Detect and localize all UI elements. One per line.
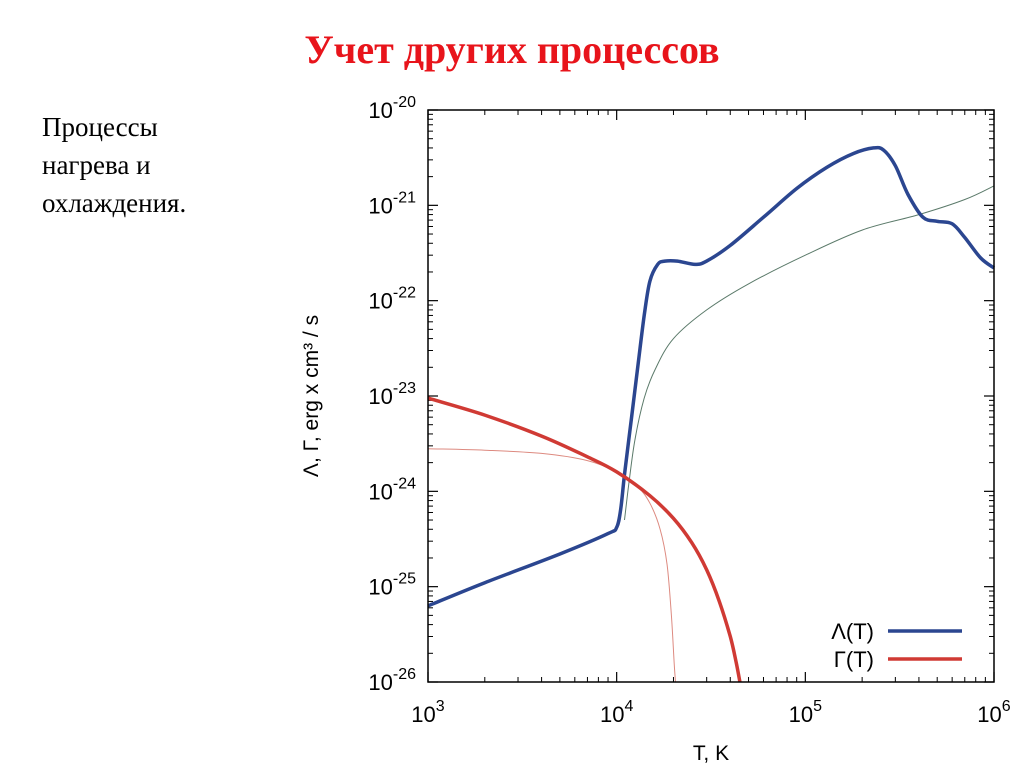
series-line <box>427 448 676 683</box>
x-axis-label: T, K <box>693 742 729 765</box>
plot-frame <box>427 109 995 683</box>
side-text-line: Процессы <box>42 112 158 142</box>
legend-label: Λ(T) <box>831 619 874 644</box>
y-tick-label: 10-22 <box>368 285 416 314</box>
x-tick-label: 105 <box>789 698 822 727</box>
legend-label: Γ(T) <box>834 647 874 672</box>
y-axis-label: Λ, Γ, erg x cm³ / s <box>300 315 323 477</box>
series-line <box>624 185 995 521</box>
y-tick-label: 10-20 <box>368 94 416 123</box>
x-tick-label: 104 <box>600 698 633 727</box>
series-line <box>427 145 996 608</box>
y-tick-label: 10-26 <box>368 666 416 695</box>
x-tick-label: 106 <box>977 698 1010 727</box>
y-tick-label: 10-23 <box>368 380 416 409</box>
x-tick-label: 103 <box>411 698 444 727</box>
slide-title: Учет других процессов <box>304 27 720 72</box>
y-tick-label: 10-24 <box>368 475 416 504</box>
side-text: Процессы нагрева и охлаждения. <box>42 108 302 222</box>
legend: Λ(T) Γ(T) <box>831 619 962 672</box>
series-line <box>427 396 742 683</box>
series-layer <box>427 145 996 683</box>
side-text-line: нагрева и <box>42 150 151 180</box>
side-text-line: охлаждения. <box>42 188 187 218</box>
y-tick-label: 10-25 <box>368 571 416 600</box>
y-tick-label: 10-21 <box>368 189 416 218</box>
tick-labels: 103 104 105 106 10-20 10-21 10-22 10-23 10-24 10-… <box>368 94 1010 727</box>
